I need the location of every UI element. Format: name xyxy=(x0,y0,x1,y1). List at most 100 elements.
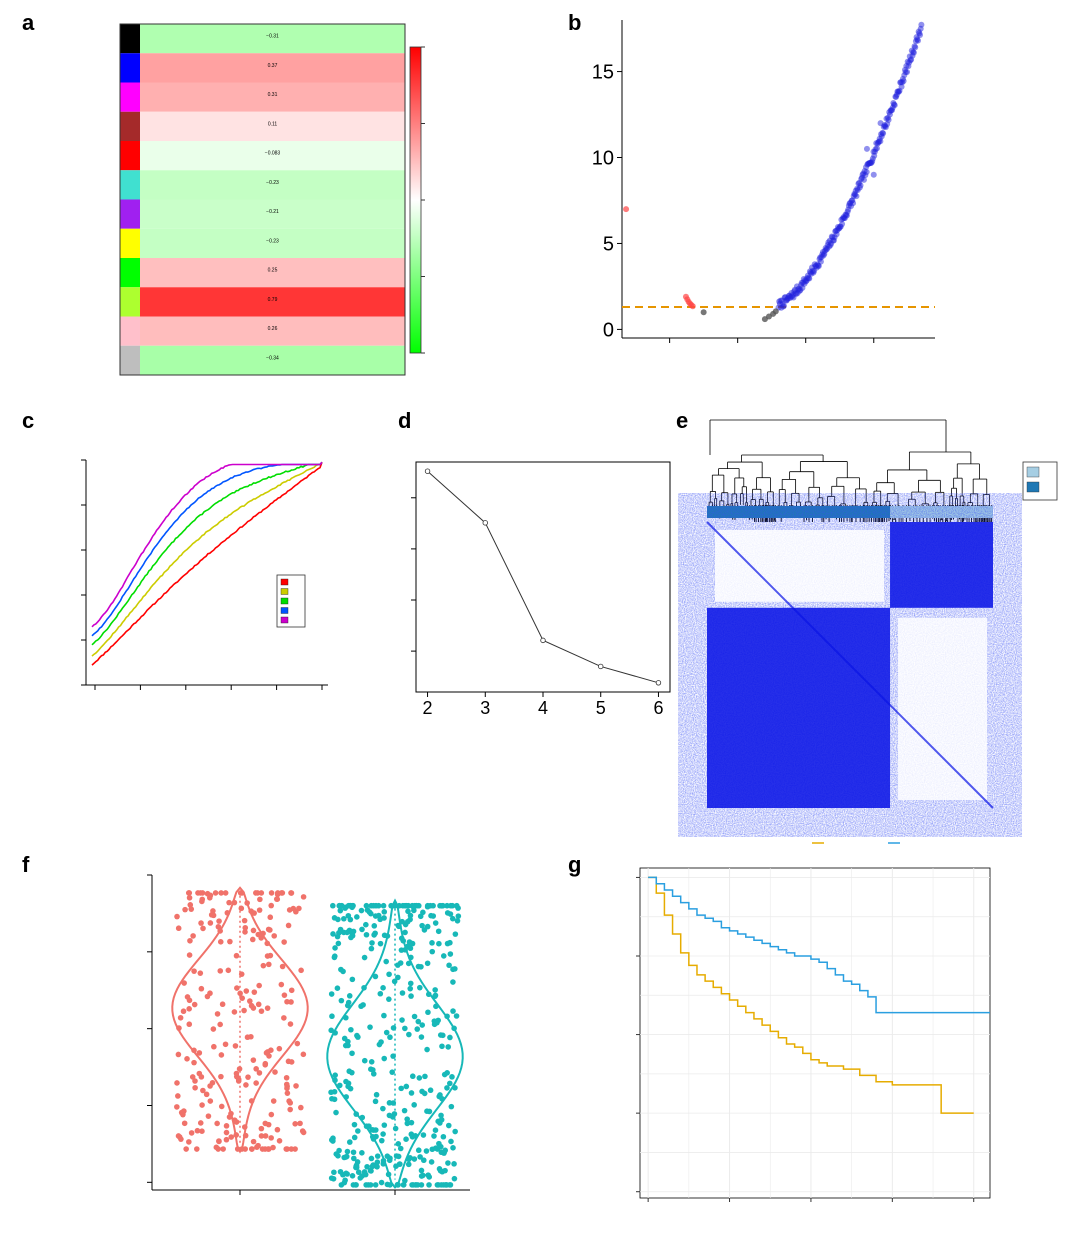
module-color-swatch xyxy=(120,258,140,288)
data-point xyxy=(372,1182,379,1188)
data-point xyxy=(425,1009,431,1016)
data-point xyxy=(411,1156,418,1162)
data-point xyxy=(392,1125,399,1132)
data-point xyxy=(283,1146,290,1152)
data-point xyxy=(402,1177,408,1184)
data-point xyxy=(216,1138,222,1144)
data-point xyxy=(276,1045,283,1052)
data-point xyxy=(344,1148,351,1155)
data-point xyxy=(900,77,907,84)
data-point xyxy=(417,1154,423,1160)
data-point xyxy=(432,1127,439,1133)
data-point xyxy=(416,1075,423,1081)
data-point xyxy=(403,1083,410,1090)
data-point xyxy=(264,953,271,959)
data-point xyxy=(272,1069,278,1075)
data-point xyxy=(223,1123,230,1129)
data-point xyxy=(435,928,442,935)
data-point xyxy=(258,1125,265,1132)
heatmap-cell xyxy=(140,111,405,141)
correlation-value: −0.31 xyxy=(266,34,279,40)
data-point xyxy=(287,1021,294,1027)
data-point xyxy=(426,1182,432,1188)
data-point xyxy=(850,200,857,207)
module-color-swatch xyxy=(120,345,140,375)
data-point xyxy=(174,1080,180,1086)
data-point xyxy=(437,1120,443,1126)
data-point xyxy=(197,1120,204,1126)
data-point xyxy=(426,1108,433,1115)
data-point xyxy=(237,890,244,896)
data-point xyxy=(175,1133,182,1139)
data-point xyxy=(450,979,456,985)
data-point xyxy=(285,1058,292,1065)
data-point xyxy=(431,1133,437,1139)
data-point xyxy=(363,931,370,938)
data-point xyxy=(349,976,356,983)
data-point xyxy=(402,1025,408,1032)
data-point xyxy=(199,1128,205,1134)
data-point xyxy=(331,1096,338,1103)
data-point xyxy=(292,1146,298,1152)
data-point xyxy=(430,902,436,909)
data-point xyxy=(257,896,263,903)
data-point xyxy=(192,1078,198,1084)
data-point xyxy=(335,916,341,923)
data-point xyxy=(231,899,238,906)
data-point xyxy=(363,902,370,909)
data-point xyxy=(395,1153,402,1160)
data-point xyxy=(278,981,285,988)
data-point xyxy=(451,1175,458,1182)
data-point xyxy=(330,902,336,909)
plot-frame xyxy=(639,867,991,1199)
data-point xyxy=(444,910,451,916)
data-point xyxy=(215,923,222,930)
data-point xyxy=(414,1182,421,1188)
data-point xyxy=(244,1034,251,1041)
data-point xyxy=(425,1172,432,1178)
data-point xyxy=(288,890,295,896)
data-point xyxy=(186,1139,192,1145)
module-color-swatch xyxy=(120,287,140,317)
data-point xyxy=(178,1109,185,1116)
data-point xyxy=(378,1039,384,1045)
data-point xyxy=(200,1087,206,1094)
data-point xyxy=(357,1175,364,1181)
data-point xyxy=(196,1050,203,1056)
data-point xyxy=(380,1131,386,1137)
data-point xyxy=(368,1155,375,1162)
data-point xyxy=(298,967,304,974)
data-point xyxy=(891,102,898,109)
plot-frame xyxy=(415,461,671,693)
heatmap-cell xyxy=(140,287,405,317)
data-point xyxy=(410,903,417,910)
data-point xyxy=(839,220,846,227)
legend-swatch xyxy=(1026,466,1040,478)
data-point xyxy=(242,1146,249,1152)
data-point xyxy=(186,952,193,958)
data-point xyxy=(284,998,290,1005)
data-point xyxy=(366,909,373,915)
data-point xyxy=(355,1169,362,1176)
data-point xyxy=(332,1077,338,1084)
data-point xyxy=(363,921,369,928)
data-point xyxy=(885,116,892,123)
data-point xyxy=(385,1171,392,1178)
data-point xyxy=(194,1127,201,1134)
y-tick-label: 0 xyxy=(603,319,614,341)
data-point xyxy=(395,974,401,981)
legend-swatch xyxy=(280,578,289,586)
data-point xyxy=(227,938,233,945)
data-point xyxy=(232,1043,239,1049)
data-point xyxy=(351,1134,358,1141)
data-point xyxy=(435,1017,441,1024)
panel-a-module-trait-heatmap: −0.31 0.37 0.31 0.11 −0.083 −0.23 −0.21 −0.23 0.… xyxy=(119,23,425,376)
data-point xyxy=(283,1081,290,1088)
data-point xyxy=(386,1157,393,1164)
x-tick-label: 6 xyxy=(653,698,663,718)
data-point xyxy=(423,1148,430,1154)
data-point xyxy=(345,999,352,1006)
data-point xyxy=(268,890,275,896)
data-point xyxy=(408,954,414,961)
data-point xyxy=(445,1160,451,1166)
